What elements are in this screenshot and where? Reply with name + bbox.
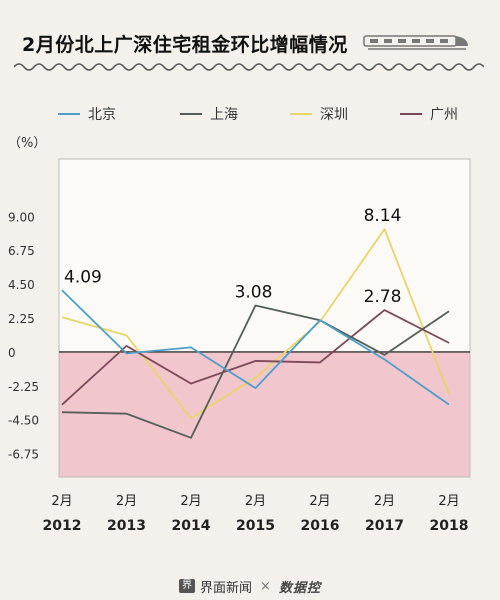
x-tick-year-label: 2018 [430,518,469,534]
data-annotation-label: 4.09 [64,267,102,287]
legend-swatch-shenzhen [290,113,312,115]
legend-item-guangzhou: 广州 [400,104,458,124]
jiemian-logo-icon: 界 [179,579,196,593]
x-tick-month-label: 2月 [180,494,201,509]
chart-legend: 北京 上海 深圳 广州 [28,104,483,124]
wavy-divider [14,63,484,71]
data-annotation-label: 8.14 [364,206,402,226]
x-tick-year-label: 2012 [43,518,82,534]
x-tick-year-label: 2013 [107,518,146,534]
x-tick-month-label: 2月 [116,494,137,509]
train-decoration-icon [363,35,468,50]
footer: 界 界面新闻 × 数据控 [0,574,500,598]
x-tick-month-label: 2月 [51,494,72,509]
y-tick-label: -4.50 [8,414,39,428]
y-tick-label: -2.25 [8,380,39,394]
series-line-shenzhen [61,228,450,420]
legend-swatch-guangzhou [400,113,422,115]
x-tick-month-label: 2月 [438,494,459,509]
legend-item-shenzhen: 深圳 [290,104,348,124]
legend-label-guangzhou: 广州 [430,107,458,123]
x-tick-year-label: 2015 [236,518,275,534]
footer-brand-shujukong: 数据控 [278,580,321,596]
y-tick-label: -6.75 [8,448,39,462]
legend-item-beijing: 北京 [58,104,116,124]
x-tick-month-label: 2月 [245,494,266,509]
y-tick-label: 0 [8,346,16,360]
legend-item-shanghai: 上海 [180,104,238,124]
y-tick-label: 6.75 [8,244,35,258]
legend-swatch-beijing [58,113,80,115]
x-tick-year-label: 2014 [172,518,211,534]
series-line-beijing [61,289,450,406]
y-tick-label: 2.25 [8,312,35,326]
y-tick-label: 9.00 [8,210,35,224]
legend-swatch-shanghai [180,113,202,115]
y-axis-unit-label: （%） [8,136,47,151]
x-tick-year-label: 2016 [301,518,340,534]
y-tick-label: 4.50 [8,278,35,292]
x-tick-year-label: 2017 [365,518,404,534]
chart-title: 2月份北上广深住宅租金环比增幅情况 [22,34,348,56]
data-annotation-label: 2.78 [364,287,402,307]
series-line-shanghai [61,304,450,439]
footer-separator: × [260,578,271,594]
footer-brand-jiemian: 界面新闻 [200,580,253,596]
series-line-guangzhou [61,309,450,406]
x-tick-month-label: 2月 [309,494,330,509]
legend-label-shenzhen: 深圳 [320,107,348,123]
legend-label-shanghai: 上海 [210,107,238,123]
x-tick-month-label: 2月 [374,494,395,509]
plot-border [58,158,471,478]
data-annotation-label: 3.08 [235,282,273,302]
legend-label-beijing: 北京 [88,107,116,123]
